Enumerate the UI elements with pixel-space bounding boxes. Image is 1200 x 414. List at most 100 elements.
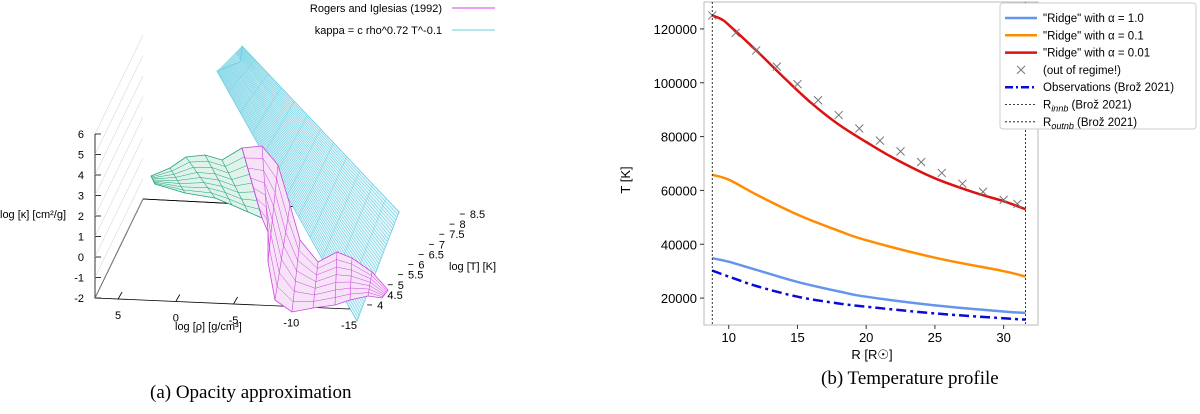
x-tick-label: 10 — [722, 330, 736, 345]
magenta-mesh-line — [241, 147, 263, 219]
magenta-mesh-line — [291, 239, 301, 313]
z-gridline — [94, 55, 144, 155]
temperature-panel: 10 15 20 25 30 20000 40000 60000 80000 100000 1200… — [600, 0, 1200, 409]
y-tick-label: 4 — [377, 300, 383, 312]
legend-label: (out of regime!) — [1043, 65, 1121, 77]
x-marker — [793, 79, 802, 89]
caption-opacity: (a) Opacity approximation — [150, 382, 352, 403]
y-tick-label: 8.5 — [470, 209, 485, 221]
z-tick-label: -2 — [74, 293, 84, 305]
y-tick-label: 8 — [460, 219, 466, 231]
magenta-mesh-line — [253, 187, 385, 295]
series-line — [711, 269, 1026, 321]
y-tick-label: 100000 — [654, 76, 697, 91]
legend-label: "Ridge" with α = 0.1 — [1043, 30, 1144, 42]
x-tick-label: -5 — [229, 315, 239, 327]
z-tick-label: 0 — [78, 252, 84, 264]
y-tick-label: 7 — [439, 239, 445, 251]
y-tick-label: 5 — [398, 280, 404, 292]
x-tick-label: -10 — [283, 318, 299, 330]
legend-label: "Ridge" with α = 0.01 — [1043, 48, 1150, 60]
y-tick-label: 6.5 — [429, 249, 444, 261]
z-tick-label: -1 — [74, 273, 84, 285]
legend-label: Observations (Brož 2021) — [1043, 82, 1174, 94]
legend-label: "Ridge" with α = 1.0 — [1043, 13, 1144, 25]
x-tick-label: 20 — [859, 330, 873, 345]
legend-label: Routnb (Brož 2021) — [1043, 117, 1137, 131]
z-gridline — [94, 34, 144, 135]
z-tick-label: 6 — [78, 129, 84, 141]
series-line — [711, 256, 1026, 315]
magenta-mesh-line — [381, 289, 389, 299]
powerlaw-plane-line — [321, 170, 360, 259]
z-tick-label: 2 — [78, 211, 84, 223]
powerlaw-plane-line — [298, 142, 334, 217]
x-tick-label: 25 — [928, 330, 942, 345]
x-marker — [854, 124, 864, 133]
x-marker — [958, 179, 967, 189]
x-tick-label: -15 — [341, 320, 357, 332]
z-tick-label: 3 — [78, 191, 84, 203]
plot-frame — [703, 1, 1039, 326]
legend-label: kappa = c rho^0.72 T^-0.1 — [315, 25, 442, 37]
powerlaw-plane-line — [240, 73, 269, 113]
powerlaw-plane-line — [251, 87, 282, 134]
z-tick-label: 5 — [78, 150, 84, 162]
x-tick-mark — [175, 294, 181, 302]
y-tick-label: 60000 — [661, 183, 697, 198]
magenta-mesh-line — [312, 261, 319, 309]
y-tick-label: 6 — [418, 260, 424, 272]
z-gridline — [94, 96, 144, 196]
z-gridline — [94, 75, 144, 176]
powerlaw-plane-line — [310, 156, 347, 238]
magenta-mesh-line — [244, 157, 388, 292]
z-gridline — [94, 198, 144, 299]
x-tick-label: 5 — [115, 310, 121, 322]
opacity-panel: -2 -1 0 1 2 3 4 5 6 5 0 -5 -10 -15 4 4.5 5 5.5 6 6.5 7 7.5 8 8.… — [0, 0, 590, 409]
legend-swatch — [1016, 65, 1026, 75]
x-marker — [978, 187, 988, 197]
x-tick-label: 15 — [790, 330, 804, 345]
x-marker — [937, 168, 947, 178]
x-tick-mark — [117, 291, 123, 300]
magenta-mesh-line — [274, 204, 291, 301]
green-mesh-line — [152, 172, 250, 180]
green-mesh-line — [154, 182, 260, 210]
magenta-mesh-line — [250, 177, 386, 294]
x-tick-mark — [233, 296, 238, 305]
green-mesh-line — [151, 156, 245, 178]
magenta-mesh-line — [247, 167, 387, 293]
series-line — [711, 14, 1027, 211]
z-gridline — [94, 137, 144, 237]
x-marker — [751, 46, 761, 55]
legend-b: "Ridge" with α = 1.0 "Ridge" with α = 0.1… — [999, 2, 1197, 131]
magenta-mesh-line — [267, 164, 279, 263]
x-marker — [772, 62, 782, 71]
powerlaw-plane — [216, 45, 400, 322]
green-mesh-line — [152, 177, 253, 187]
x-marker — [731, 28, 740, 38]
y-tick-label: 20000 — [661, 291, 697, 306]
x-tick-label: 0 — [173, 313, 179, 325]
y-tick-label: 5.5 — [408, 270, 423, 282]
green-mesh-line — [153, 181, 258, 201]
legend-label: Rogers and Iglesias (1992) — [310, 3, 442, 15]
z-gridline — [94, 178, 144, 278]
magenta-mesh-line — [261, 145, 269, 233]
powerlaw-plane-line — [275, 115, 308, 176]
series-line — [711, 173, 1026, 278]
z-tick-label: 1 — [78, 232, 84, 244]
z-gridline — [94, 157, 144, 258]
temperature-line-chart: 10 15 20 25 30 20000 40000 60000 80000 100000 1200… — [618, 1, 1197, 362]
y-tick-label: 40000 — [661, 237, 697, 252]
z-gridline — [94, 116, 144, 217]
y-tick-label: 80000 — [661, 130, 697, 145]
magenta-mesh-line — [258, 207, 383, 302]
x-axis-label: log [ρ] [g/cm³] — [175, 321, 242, 333]
out-of-regime-markers — [707, 11, 1022, 209]
legend-label: Rinnb (Brož 2021) — [1043, 100, 1132, 114]
caption-temperature: (b) Temperature profile — [821, 368, 999, 389]
powerlaw-plane-line — [286, 128, 321, 197]
magenta-mesh-line — [349, 257, 353, 301]
